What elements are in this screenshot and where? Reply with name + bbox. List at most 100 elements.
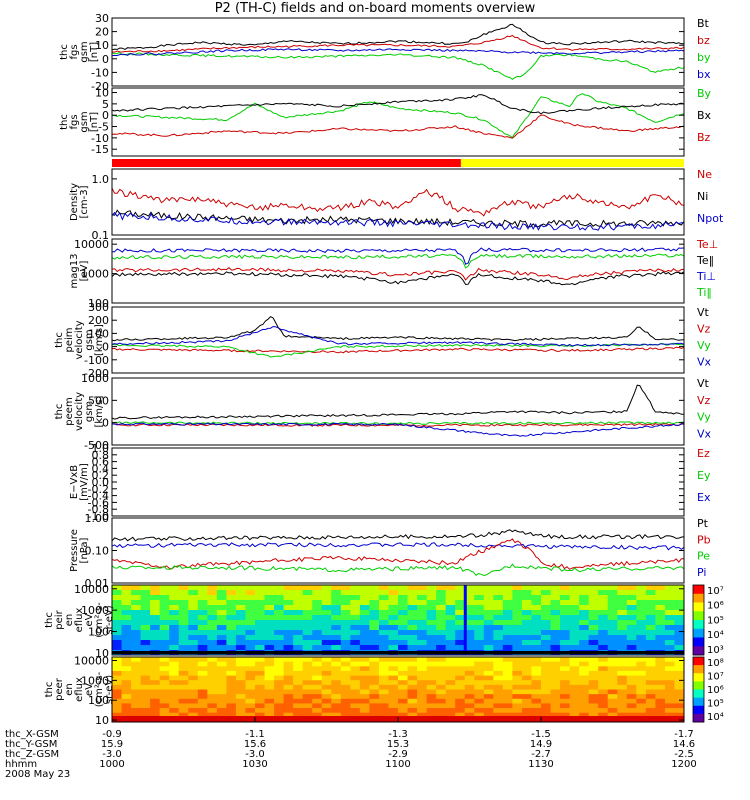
heatmap-cell xyxy=(521,661,532,667)
heatmap-cell xyxy=(321,640,332,646)
heatmap-cell xyxy=(474,600,485,606)
heatmap-cell xyxy=(436,694,447,700)
heatmap-cell xyxy=(150,625,161,631)
heatmap-cell xyxy=(455,684,466,690)
heatmap-cell xyxy=(426,689,437,695)
heatmap-cell xyxy=(131,675,142,681)
heatmap-cell xyxy=(350,666,361,672)
heatmap-cell xyxy=(169,698,180,704)
heatmap-cell xyxy=(274,645,285,651)
heatmap-cell xyxy=(245,670,256,677)
heatmap-cell xyxy=(607,684,618,690)
heatmap-cell xyxy=(512,661,523,667)
heatmap-cell xyxy=(474,661,485,667)
heatmap-cell xyxy=(512,670,523,677)
heatmap-cell xyxy=(188,670,199,677)
heatmap-cell xyxy=(359,684,370,690)
heatmap-cell xyxy=(388,708,399,714)
heatmap-cell xyxy=(359,595,370,601)
heatmap-cell xyxy=(407,615,418,621)
heatmap-cell xyxy=(674,640,685,646)
heatmap-cell xyxy=(645,703,656,709)
heatmap-cell xyxy=(150,610,161,616)
heatmap-cell xyxy=(626,610,637,616)
heatmap-cell xyxy=(436,670,447,677)
heatmap-cell xyxy=(207,630,218,636)
heatmap-cell xyxy=(369,630,380,636)
heatmap-cell xyxy=(655,675,666,681)
heatmap-cell xyxy=(588,635,599,641)
heatmap-cell xyxy=(378,694,389,700)
heatmap-cell xyxy=(169,661,180,667)
heatmap-cell xyxy=(474,605,485,611)
time-axis-row-label: 2008 May 23 xyxy=(5,769,70,780)
heatmap-cell xyxy=(407,625,418,631)
heatmap-cell xyxy=(207,712,218,718)
heatmap-cell xyxy=(159,684,170,690)
heatmap-cell xyxy=(245,689,256,695)
heatmap-cell xyxy=(321,703,332,709)
heatmap-cell xyxy=(216,675,227,681)
y-axis-label: thc xyxy=(44,612,55,628)
heatmap-cell xyxy=(159,640,170,646)
heatmap-cell xyxy=(579,666,590,672)
heatmap-cell xyxy=(264,635,275,641)
heatmap-cell xyxy=(169,684,180,690)
heatmap-cell xyxy=(235,585,246,591)
heatmap-cell xyxy=(502,694,513,700)
heatmap-cell xyxy=(541,670,552,677)
heatmap-cell xyxy=(626,694,637,700)
y-tick-label: 1.0 xyxy=(92,173,110,186)
series-line-Ne xyxy=(111,187,685,217)
heatmap-cell xyxy=(359,620,370,626)
heatmap-cell xyxy=(159,590,170,596)
heatmap-cell xyxy=(350,689,361,695)
heatmap-cell xyxy=(560,610,571,616)
heatmap-cell xyxy=(131,610,142,616)
heatmap-cell xyxy=(636,694,647,700)
heatmap-cell xyxy=(531,694,542,700)
heatmap-cell xyxy=(388,625,399,631)
heatmap-cell xyxy=(226,703,237,709)
heatmap-cell xyxy=(655,635,666,641)
heatmap-cell xyxy=(112,675,123,681)
heatmap-cell xyxy=(207,703,218,709)
heatmap-cell xyxy=(369,615,380,621)
heatmap-cell xyxy=(226,698,237,704)
heatmap-cell xyxy=(512,615,523,621)
legend-entry: Te⊥ xyxy=(696,238,718,251)
heatmap-cell xyxy=(398,620,409,626)
colorbar-label: 10³ xyxy=(707,645,724,656)
heatmap-cell xyxy=(664,620,675,626)
heatmap-cell xyxy=(150,698,161,704)
heatmap-cell xyxy=(569,661,580,667)
heatmap-cell xyxy=(112,712,123,718)
heatmap-cell xyxy=(207,610,218,616)
heatmap-cell xyxy=(521,675,532,681)
series-line-Vy xyxy=(111,421,684,425)
heatmap-cell xyxy=(445,585,456,591)
heatmap-cell xyxy=(426,620,437,626)
heatmap-cell xyxy=(112,703,123,709)
heatmap-cell xyxy=(312,694,323,700)
heatmap-cell xyxy=(674,689,685,695)
y-tick-label: 0.4 xyxy=(92,462,110,475)
heatmap-cell xyxy=(112,645,123,651)
heatmap-cell xyxy=(436,689,447,695)
heatmap-cell xyxy=(293,585,304,591)
heatmap-cell xyxy=(531,645,542,651)
heatmap-cell xyxy=(283,645,294,651)
y-tick-label: 1.00 xyxy=(85,512,110,525)
y-tick-label: 1000 xyxy=(81,674,109,687)
heatmap-cell xyxy=(264,640,275,646)
heatmap-cell xyxy=(121,605,132,611)
colorbar-segment xyxy=(693,673,704,682)
heatmap-cell xyxy=(150,680,161,686)
heatmap-cell xyxy=(283,620,294,626)
time-axis-value: 1030 xyxy=(242,759,267,770)
colorbar-segment xyxy=(693,646,704,656)
heatmap-cell xyxy=(169,610,180,616)
heatmap-cell xyxy=(579,645,590,651)
heatmap-cell xyxy=(636,698,647,704)
heatmap-cell xyxy=(445,689,456,695)
